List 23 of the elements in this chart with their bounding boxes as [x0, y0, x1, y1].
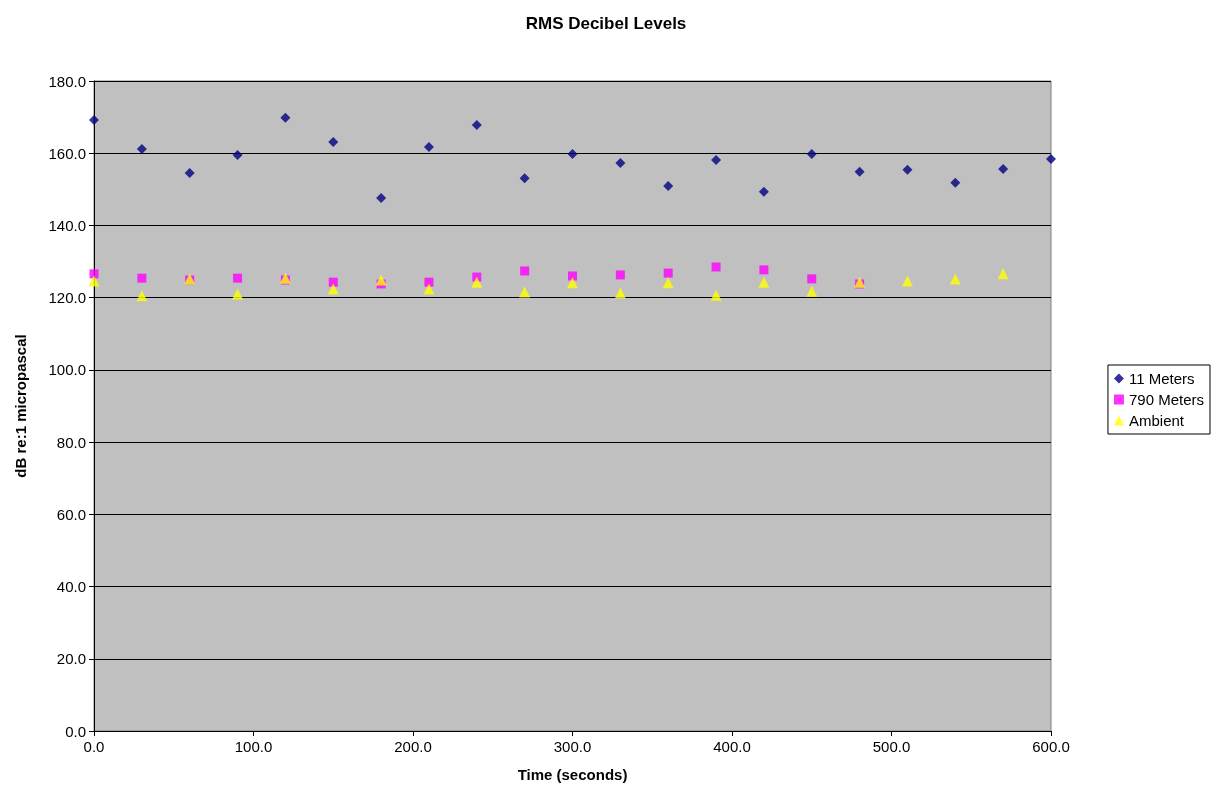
- x-tick-label: 500.0: [872, 738, 911, 755]
- y-tick-label: 180.0: [48, 72, 86, 90]
- y-tick-label: 140.0: [48, 216, 86, 234]
- x-tick-label: 0.0: [83, 738, 105, 755]
- x-tick-label: 400.0: [713, 738, 751, 755]
- y-tick-label: 20.0: [56, 650, 86, 668]
- chart-title: RMS Decibel Levels: [525, 14, 687, 33]
- x-tick-label: 100.0: [234, 738, 273, 755]
- legend-label: Ambient: [1128, 412, 1185, 429]
- y-tick-label: 80.0: [56, 433, 86, 451]
- x-tick-label: 200.0: [394, 738, 432, 755]
- y-tick-label: 60.0: [56, 505, 86, 523]
- legend-label: 11 Meters: [1128, 370, 1195, 387]
- x-tick-label: 300.0: [553, 738, 592, 755]
- y-tick-label: 160.0: [48, 144, 86, 162]
- y-tick-label: 40.0: [56, 578, 86, 596]
- y-tick-label: 120.0: [48, 289, 86, 307]
- x-axis-title: Time (seconds): [517, 766, 628, 783]
- y-tick-label: 0.0: [65, 722, 86, 740]
- y-tick-label: 100.0: [48, 361, 86, 379]
- x-tick-label: 600.0: [1032, 738, 1070, 755]
- legend-label: 790 Meters: [1128, 391, 1205, 408]
- y-axis-title: dB re:1 micropascal: [12, 334, 29, 478]
